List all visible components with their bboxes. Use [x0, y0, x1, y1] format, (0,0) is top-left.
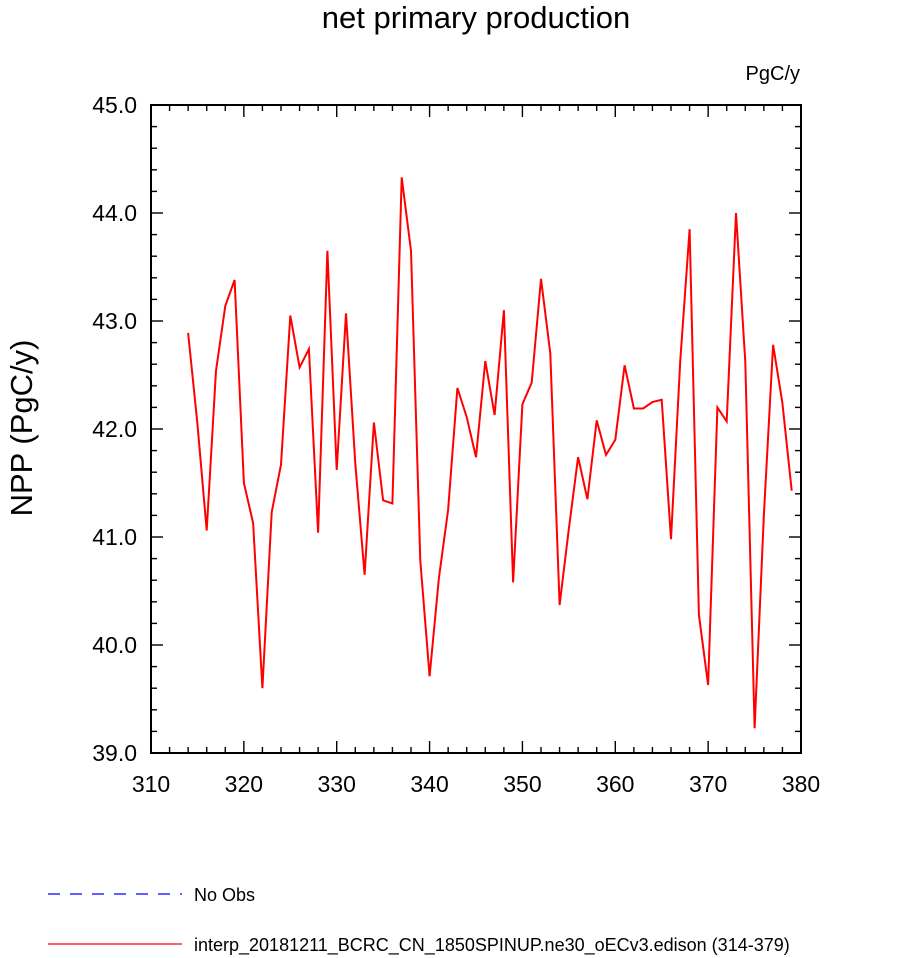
- plot-frame: [150, 104, 802, 754]
- legend: No Obs interp_20181211_BCRC_CN_1850SPINU…: [48, 885, 790, 956]
- y-tick-labels: 39.0 40.0 41.0 42.0 43.0 44.0 45.0: [92, 92, 137, 766]
- y-tick-label: 45.0: [92, 92, 137, 118]
- y-tick-label: 41.0: [92, 524, 137, 550]
- legend-label-model: interp_20181211_BCRC_CN_1850SPINUP.ne30_…: [194, 935, 790, 956]
- x-tick-labels: 310 320 330 340 350 360 370 380: [132, 771, 820, 797]
- y-tick-label: 39.0: [92, 740, 137, 766]
- y-tick-label: 43.0: [92, 308, 137, 334]
- x-tick-label: 380: [782, 771, 820, 797]
- y-tick-label: 44.0: [92, 200, 137, 226]
- x-tick-label: 310: [132, 771, 170, 797]
- y-tick-label: 40.0: [92, 632, 137, 658]
- x-tick-label: 330: [318, 771, 356, 797]
- x-tick-label: 370: [689, 771, 727, 797]
- y-tick-label: 42.0: [92, 416, 137, 442]
- x-tick-label: 320: [225, 771, 263, 797]
- series-line: [187, 177, 793, 729]
- x-tick-label: 360: [596, 771, 634, 797]
- units-label: PgC/y: [746, 63, 800, 85]
- legend-label-no-obs: No Obs: [194, 885, 255, 905]
- chart-title: net primary production: [322, 0, 630, 35]
- x-tick-label: 340: [410, 771, 448, 797]
- y-axis-label: NPP (PgC/y): [4, 340, 39, 517]
- series-layer: [187, 177, 793, 729]
- x-tick-label: 350: [503, 771, 541, 797]
